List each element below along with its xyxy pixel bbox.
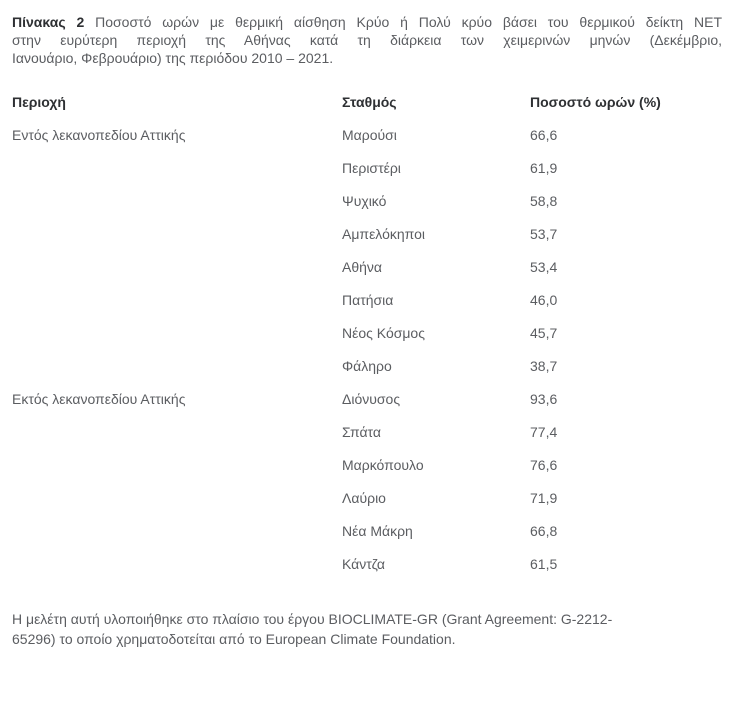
data-table: Περιοχή Σταθμός Ποσοστό ωρών (%) Εντός λ… <box>12 93 722 588</box>
value-cell: 71,9 <box>530 490 558 506</box>
funding-note-line: 65296) το οποίο χρηματοδοτείται από το E… <box>12 631 456 647</box>
caption-line: Ιανουάριο, Φεβρουάριο) της περιόδου 2010… <box>12 50 334 66</box>
header-station: Σταθμός <box>342 94 397 110</box>
station-cell: Σπάτα <box>342 424 381 440</box>
station-cell: Κάντζα <box>342 556 385 572</box>
value-cell: 93,6 <box>530 391 558 407</box>
table-row: Νέα Μάκρη 66,8 <box>12 522 722 555</box>
station-cell: Περιστέρι <box>342 160 401 176</box>
station-cell: Μαρκόπουλο <box>342 457 424 473</box>
header-percentage: Ποσοστό ωρών (%) <box>530 94 661 110</box>
value-cell: 46,0 <box>530 292 558 308</box>
station-cell: Ψυχικό <box>342 193 387 209</box>
value-cell: 61,9 <box>530 160 558 176</box>
station-cell: Αμπελόκηποι <box>342 226 426 242</box>
table-row: Περιστέρι 61,9 <box>12 159 722 192</box>
value-cell: 77,4 <box>530 424 558 440</box>
value-cell: 66,8 <box>530 523 558 539</box>
header-region: Περιοχή <box>12 94 66 110</box>
table-row: Λαύριο 71,9 <box>12 489 722 522</box>
table-row: Πατήσια 46,0 <box>12 291 722 324</box>
value-cell: 76,6 <box>530 457 558 473</box>
table-row: Κάντζα 61,5 <box>12 555 722 588</box>
station-cell: Φάληρο <box>342 358 392 374</box>
caption-label: Πίνακας 2 <box>12 14 85 30</box>
value-cell: 38,7 <box>530 358 558 374</box>
value-cell: 53,4 <box>530 259 558 275</box>
table-row: Μαρκόπουλο 76,6 <box>12 456 722 489</box>
station-cell: Νέος Κόσμος <box>342 325 425 341</box>
station-cell: Νέα Μάκρη <box>342 523 413 539</box>
station-cell: Πατήσια <box>342 292 394 308</box>
caption-line: Πίνακας 2 Ποσοστό ωρών με θερμική αίσθησ… <box>12 13 722 31</box>
table-caption: Πίνακας 2 Ποσοστό ωρών με θερμική αίσθησ… <box>12 13 722 67</box>
table-rows: Εντός λεκανοπεδίου Αττικής Μαρούσι 66,6 Περ… <box>12 126 722 588</box>
value-cell: 53,7 <box>530 226 558 242</box>
table-row: Εντός λεκανοπεδίου Αττικής Μαρούσι 66,6 <box>12 126 722 159</box>
table-header-row: Περιοχή Σταθμός Ποσοστό ωρών (%) <box>12 93 722 126</box>
value-cell: 66,6 <box>530 127 558 143</box>
funding-note: Η μελέτη αυτή υλοποιήθηκε στο πλαίσιο το… <box>12 609 722 649</box>
table-row: Νέος Κόσμος 45,7 <box>12 324 722 357</box>
station-cell: Αθήνα <box>342 259 383 275</box>
caption-line: στην ευρύτερη περιοχή της Αθήνας κατά τη… <box>12 32 722 48</box>
value-cell: 58,8 <box>530 193 558 209</box>
region-cell: Εκτός λεκανοπεδίου Αττικής <box>12 391 186 407</box>
funding-note-line: Η μελέτη αυτή υλοποιήθηκε στο πλαίσιο το… <box>12 611 613 627</box>
table-row: Ψυχικό 58,8 <box>12 192 722 225</box>
value-cell: 61,5 <box>530 556 558 572</box>
station-cell: Μαρούσι <box>342 127 397 143</box>
table-row: Σπάτα 77,4 <box>12 423 722 456</box>
value-cell: 45,7 <box>530 325 558 341</box>
station-cell: Λαύριο <box>342 490 386 506</box>
table-row: Αθήνα 53,4 <box>12 258 722 291</box>
table-row: Αμπελόκηποι 53,7 <box>12 225 722 258</box>
table-row: Εκτός λεκανοπεδίου Αττικής Διόνυσος 93,6 <box>12 390 722 423</box>
caption-text: Ποσοστό ωρών με θερμική αίσθηση Κρύο ή Π… <box>95 14 723 30</box>
station-cell: Διόνυσος <box>342 391 401 407</box>
region-cell: Εντός λεκανοπεδίου Αττικής <box>12 127 186 143</box>
table-row: Φάληρο 38,7 <box>12 357 722 390</box>
